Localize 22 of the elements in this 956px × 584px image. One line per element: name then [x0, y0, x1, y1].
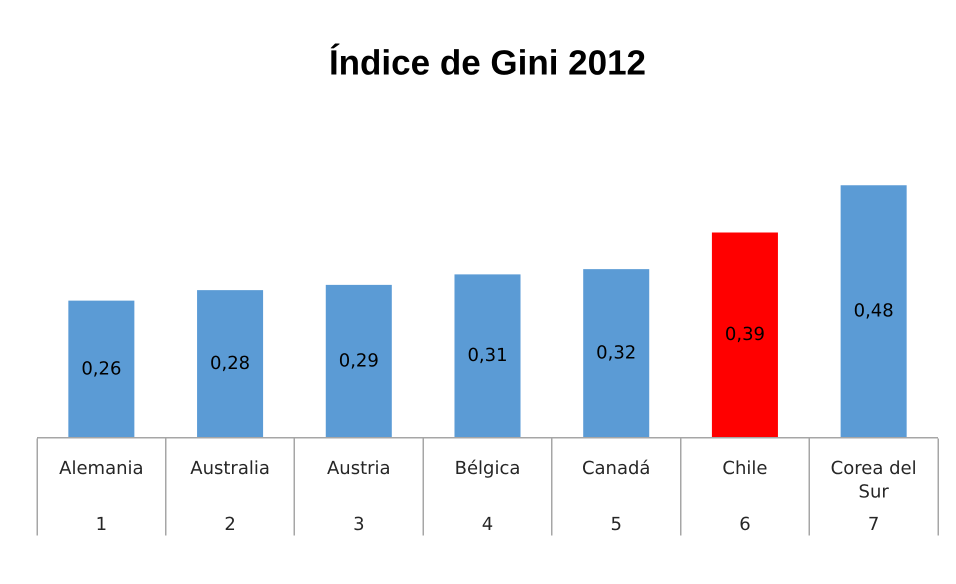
category-label: Bélgica 4 [454, 458, 520, 535]
data-label: 0,29 [338, 350, 379, 372]
data-label: 0,48 [854, 300, 894, 322]
category-label: Canadá 5 [582, 458, 650, 535]
bar [197, 290, 264, 437]
category-label: Austria 3 [326, 458, 391, 535]
bar [326, 284, 392, 437]
data-label: 0,39 [724, 324, 765, 346]
category-label: Corea del Sur 7 [830, 458, 917, 535]
data-label: 0,32 [596, 342, 636, 364]
category-label: Chile 6 [722, 458, 768, 535]
bar [712, 232, 778, 437]
bar [840, 185, 907, 437]
bar [583, 269, 650, 437]
data-label: 0,26 [81, 358, 122, 380]
category-label: Alemania 1 [59, 458, 144, 535]
bar [68, 300, 134, 437]
chart-title: Índice de Gini 2012 [328, 42, 646, 82]
data-label: 0,28 [210, 353, 250, 374]
bar [454, 274, 521, 437]
category-label: Australia 2 [190, 458, 270, 535]
data-label: 0,31 [467, 345, 508, 366]
